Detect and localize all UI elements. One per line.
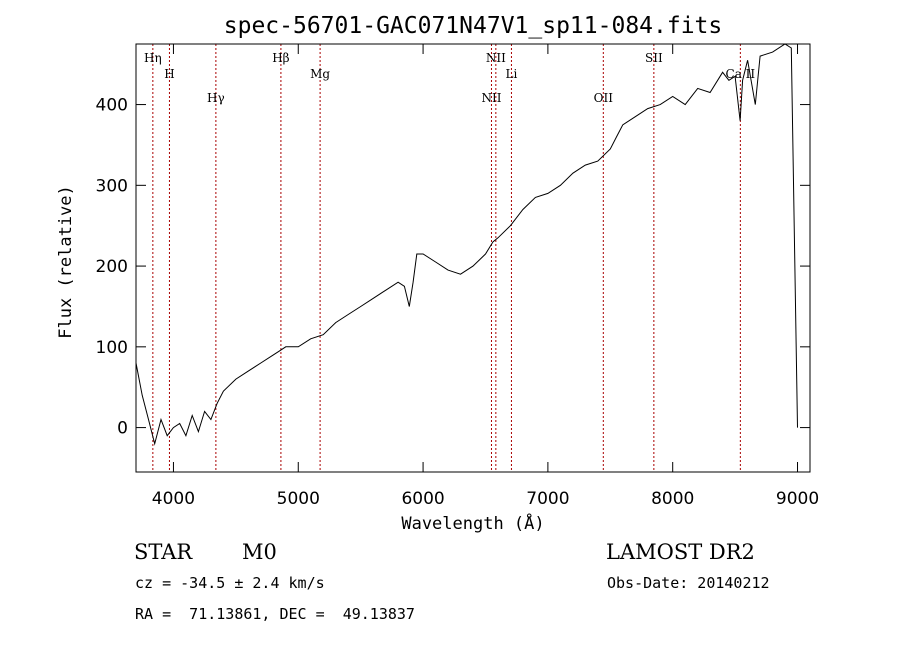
x-tick-label: 7000 [526,489,569,509]
sky-coordinates: RA = 71.13861, DEC = 49.13837 [135,605,415,623]
line-marker-label: Li [506,67,518,81]
survey-name: LAMOST DR2 [606,540,755,564]
axis-ticks: 4000 5000 6000 7000 8000 9000 0 100 200 300 400 [96,44,819,509]
object-subclass: M0 [242,540,277,564]
line-marker-label: SII [645,51,663,65]
y-tick-label: 100 [96,338,128,358]
y-tick-label: 200 [96,257,128,277]
x-tick-label: 4000 [152,489,195,509]
y-tick-label: 300 [96,176,128,196]
line-marker-label: Hη [144,51,162,65]
x-tick-label: 9000 [776,489,819,509]
object-class: STAR [134,540,193,564]
chart-title: spec-56701-GAC071N47V1_sp11-084.fits [224,13,723,39]
x-tick-label: 8000 [651,489,694,509]
line-marker-label: NII [486,51,506,65]
y-axis-label: Flux (relative) [56,185,76,339]
y-tick-label: 0 [117,419,128,439]
spectrum-series [135,43,798,446]
line-marker-label: H [164,67,174,81]
line-marker-label: Mg [310,67,330,81]
line-marker-label: NII [481,91,501,105]
line-marker-label: Hγ [207,91,225,105]
observation-date: Obs-Date: 20140212 [607,574,770,592]
x-tick-label: 5000 [277,489,320,509]
redshift-velocity: cz = -34.5 ± 2.4 km/s [135,574,325,592]
plot-frame [135,43,811,473]
line-marker-label: Hβ [272,51,289,65]
x-axis-label: Wavelength (Å) [401,512,544,534]
line-marker-label: OII [594,91,614,105]
y-tick-label: 400 [96,96,128,116]
x-tick-label: 6000 [401,489,444,509]
